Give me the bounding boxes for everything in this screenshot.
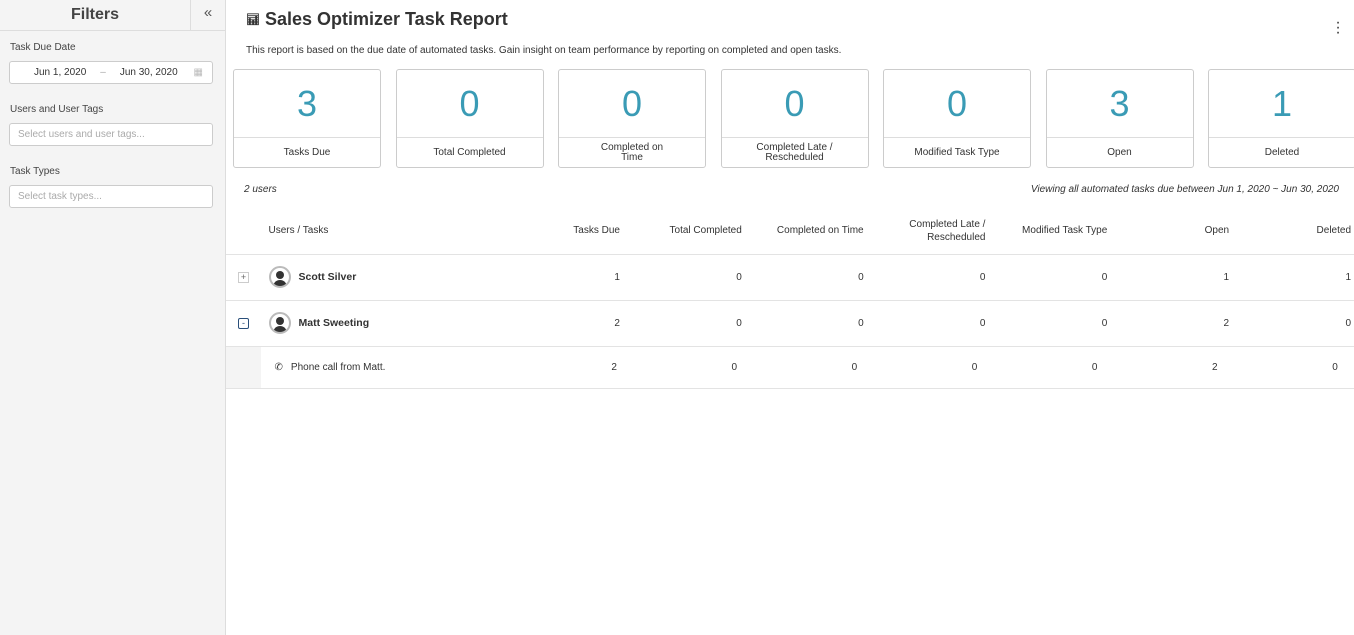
cell-value: 0 [744, 346, 867, 389]
column-header[interactable]: Completed on Time [744, 208, 867, 255]
avatar [268, 312, 291, 334]
card-label: Open [1107, 147, 1132, 158]
cell-value: 0 [988, 346, 1111, 389]
phone-icon: ✆ [274, 361, 283, 373]
column-header[interactable]: Modified Task Type [988, 208, 1111, 255]
page-title-text: Sales Optimizer Task Report [264, 9, 508, 29]
column-header[interactable]: Open [1110, 208, 1233, 255]
collapse-row-button[interactable]: - [238, 317, 249, 329]
cell-value: 0 [622, 346, 745, 389]
summary-card[interactable]: 0 Completed on Time [558, 69, 706, 168]
summary-card[interactable]: 3 Tasks Due [233, 69, 381, 168]
expand-row-button[interactable]: + [238, 271, 249, 283]
task-types-label: Task Types [10, 166, 60, 177]
summary-card[interactable]: 0 Completed Late / Rescheduled [720, 69, 869, 168]
summary-card[interactable]: 1 Deleted [1208, 69, 1354, 168]
filters-sidebar: Filters « Task Due Date Jun 1, 2020 – Ju… [0, 0, 226, 635]
report-main: 📊︎ Sales Optimizer Task Report · · · This … [226, 0, 1354, 635]
card-value: 0 [721, 70, 868, 138]
cell-value: 2 [501, 346, 623, 389]
cell-value: 0 [1232, 300, 1354, 347]
date-range-picker[interactable]: Jun 1, 2020 – Jun 30, 2020 ▦ [9, 61, 213, 84]
collapse-sidebar-button[interactable]: « [190, 0, 225, 30]
date-start[interactable]: Jun 1, 2020 [34, 67, 87, 78]
column-header[interactable]: Completed Late / Rescheduled [866, 208, 989, 255]
report-table: Users / Tasks Tasks Due Total Completed Com… [226, 208, 1354, 389]
users-count: 2 users [244, 184, 277, 195]
cell-value: 0 [744, 300, 867, 347]
cell-value: 2 [501, 300, 623, 347]
summary-card[interactable]: 3 Open [1045, 69, 1194, 168]
user-name: Matt Sweeting [298, 317, 370, 329]
cell-value: 0 [622, 254, 745, 301]
avatar [268, 266, 291, 288]
report-description: This report is based on the due date of … [246, 45, 842, 56]
cell-value: 1 [1232, 254, 1354, 301]
cell-value: 0 [622, 300, 745, 347]
column-header[interactable]: Deleted [1232, 208, 1354, 255]
card-label: Completed on Time [600, 142, 664, 163]
summary-card[interactable]: 0 Total Completed [395, 69, 544, 168]
cell-value: 0 [988, 300, 1111, 347]
card-label: Tasks Due [283, 147, 331, 158]
task-types-select[interactable]: Select task types... [9, 185, 213, 208]
users-select[interactable]: Select users and user tags... [9, 123, 213, 146]
page-title: 📊︎ Sales Optimizer Task Report [246, 9, 508, 30]
filters-title: Filters [70, 6, 119, 23]
card-value: 0 [559, 70, 705, 138]
users-label: Users and User Tags [10, 104, 104, 115]
cell-value: 2 [1110, 300, 1233, 347]
summary-cards: 3 Tasks Due 0 Total Completed 0 Completed on … [233, 69, 1354, 168]
column-header[interactable]: Users / Tasks [260, 208, 502, 255]
card-value: 3 [234, 70, 380, 138]
card-label: Modified Task Type [914, 147, 1000, 158]
card-label: Deleted [1264, 147, 1300, 158]
cell-value: 0 [744, 254, 867, 301]
cell-value: 1 [501, 254, 623, 301]
cell-value: 0 [1232, 346, 1354, 389]
cell-value: 0 [866, 254, 989, 301]
cell-value: 0 [866, 300, 989, 347]
more-options-button[interactable]: · · · [1334, 15, 1342, 41]
expand-column-header [226, 208, 261, 255]
table-row: - Matt Sweeting 2 0 0 0 0 2 0 [226, 300, 1354, 347]
cell-value: 2 [1110, 346, 1233, 389]
calendar-icon[interactable]: ▦ [193, 67, 203, 78]
card-value: 0 [884, 70, 1030, 138]
task-name: Phone call from Matt. [290, 361, 386, 373]
card-value: 3 [1046, 70, 1193, 138]
bar-chart-icon: 📊︎ [246, 14, 260, 26]
card-label: Completed Late / Rescheduled [756, 142, 833, 163]
task-row: ✆ Phone call from Matt. 2 0 0 0 0 2 0 [226, 346, 1354, 389]
cell-value: 0 [988, 254, 1111, 301]
column-header[interactable]: Total Completed [622, 208, 745, 255]
table-row: + Scott Silver 1 0 0 0 0 1 1 [226, 254, 1354, 301]
kebab-icon: · · · [1335, 14, 1341, 41]
double-chevron-left-icon: « [203, 4, 213, 21]
date-separator: – [100, 67, 106, 78]
viewing-range: Viewing all automated tasks due between … [1030, 184, 1339, 195]
task-due-date-label: Task Due Date [10, 42, 76, 53]
user-name: Scott Silver [298, 271, 357, 283]
cell-value: 0 [866, 346, 989, 389]
date-end[interactable]: Jun 30, 2020 [119, 67, 178, 78]
card-value: 0 [396, 70, 543, 138]
card-value: 1 [1209, 70, 1354, 138]
summary-card[interactable]: 0 Modified Task Type [883, 69, 1031, 168]
cell-value: 1 [1110, 254, 1233, 301]
card-label: Total Completed [433, 147, 506, 158]
column-header[interactable]: Tasks Due [501, 208, 623, 255]
